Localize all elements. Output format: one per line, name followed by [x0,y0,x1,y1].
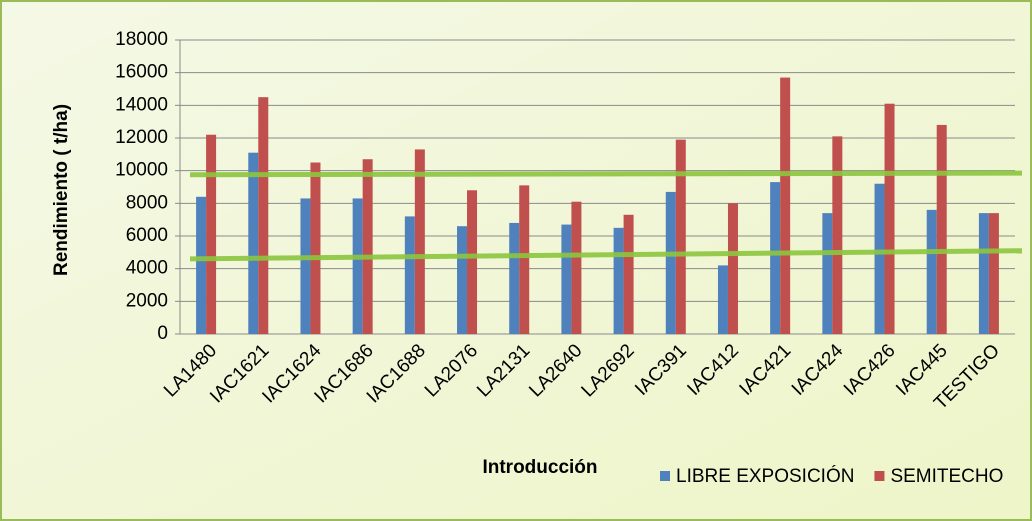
legend-label: SEMITECHO [890,466,1003,487]
y-tick-label: 18000 [115,29,168,50]
legend-swatch [660,471,670,481]
bar [248,152,259,334]
bar [352,198,363,334]
bar [978,213,989,334]
bar [414,149,425,334]
legend-label: LIBRE EXPOSICIÓN [676,465,854,487]
y-tick-label: 2000 [126,290,168,311]
y-tick-label: 0 [157,323,168,344]
y-axis-label: Rendimiento ( t/ha) [51,104,72,276]
y-tick-label: 12000 [115,127,168,148]
bar [926,209,937,334]
bar [675,139,686,334]
bar [258,97,269,335]
bar [936,124,947,334]
bar [509,222,520,334]
bar [196,196,207,334]
y-tick-label: 6000 [126,225,168,246]
bar [665,191,676,334]
bar [571,201,582,334]
bar [780,77,791,335]
y-tick-label: 10000 [115,160,168,181]
bar [822,213,833,334]
y-tick-label: 4000 [126,258,168,279]
y-tick-label: 16000 [115,62,168,83]
bar [519,185,530,334]
bar [988,213,999,334]
bar [467,190,478,334]
y-tick-label: 8000 [126,192,168,213]
reference-line [189,170,1023,178]
bar [727,203,738,334]
bar [362,159,373,334]
bar [300,198,311,334]
bar [404,216,415,334]
bar [832,136,843,334]
bar [310,162,321,334]
reference-line [189,248,1023,262]
bar [457,226,468,334]
bar [623,214,634,334]
bar [613,227,624,334]
legend-swatch [874,471,885,481]
x-axis-label: Introducción [482,457,597,478]
bar [561,224,572,334]
y-tick-label: 14000 [115,94,168,115]
bar [874,183,885,334]
bar [770,182,781,334]
bar [884,103,895,334]
bar [717,265,728,334]
bar [206,134,217,334]
